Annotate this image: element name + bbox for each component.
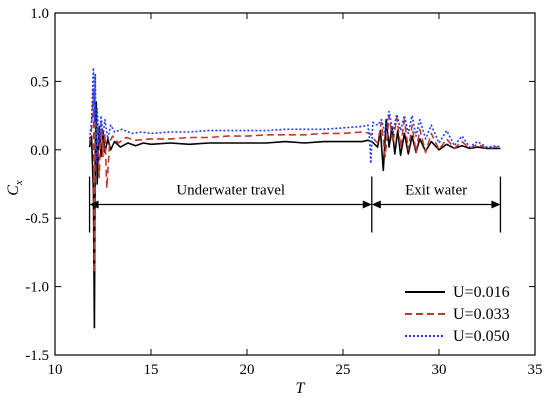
x-tick-label: 35 — [528, 362, 543, 378]
annotation-exit-water: Exit water — [405, 183, 467, 199]
y-tick-label: 0.0 — [30, 143, 49, 159]
legend-label-2: U=0.033 — [453, 306, 510, 323]
x-tick-label: 10 — [48, 362, 63, 378]
series-line-1 — [88, 101, 501, 329]
svg-text:Cx: Cx — [5, 180, 25, 196]
x-tick-label: 30 — [432, 362, 447, 378]
y-axis-title-sub: x — [13, 180, 25, 186]
y-tick-label: 1.0 — [30, 6, 49, 22]
x-tick-label: 20 — [240, 362, 255, 378]
legend: U=0.016 U=0.033 U=0.050 — [405, 284, 510, 345]
y-tick-label: -1.5 — [25, 348, 49, 364]
series-line-3 — [88, 66, 501, 165]
x-tick-label: 15 — [144, 362, 159, 378]
series-layer — [88, 66, 501, 329]
y-tick-label: -0.5 — [25, 211, 49, 227]
x-tick-label: 25 — [336, 362, 351, 378]
series-line-2 — [88, 87, 501, 274]
y-tick-label: 0.5 — [30, 74, 49, 90]
legend-label-3: U=0.050 — [453, 328, 510, 345]
legend-label-1: U=0.016 — [453, 284, 510, 301]
annotation-layer: Underwater travel Exit water — [88, 176, 502, 233]
annotation-underwater-travel: Underwater travel — [176, 183, 285, 199]
underwater-arrow-head-left — [89, 200, 99, 209]
tick-layer: 10 15 20 25 30 35 1.0 0.5 0.0 -0.5 -1.0 -1.5 — [25, 6, 542, 378]
exit-arrow-head-right — [491, 200, 501, 209]
plot-frame — [54, 12, 536, 356]
exit-arrow-head-left — [371, 200, 381, 209]
x-axis-title: T — [296, 380, 306, 397]
underwater-arrow-head-right — [362, 200, 372, 209]
y-axis-title: Cx — [5, 180, 25, 196]
y-axis-title-main: C — [5, 185, 22, 196]
y-tick-label: -1.0 — [25, 280, 49, 296]
